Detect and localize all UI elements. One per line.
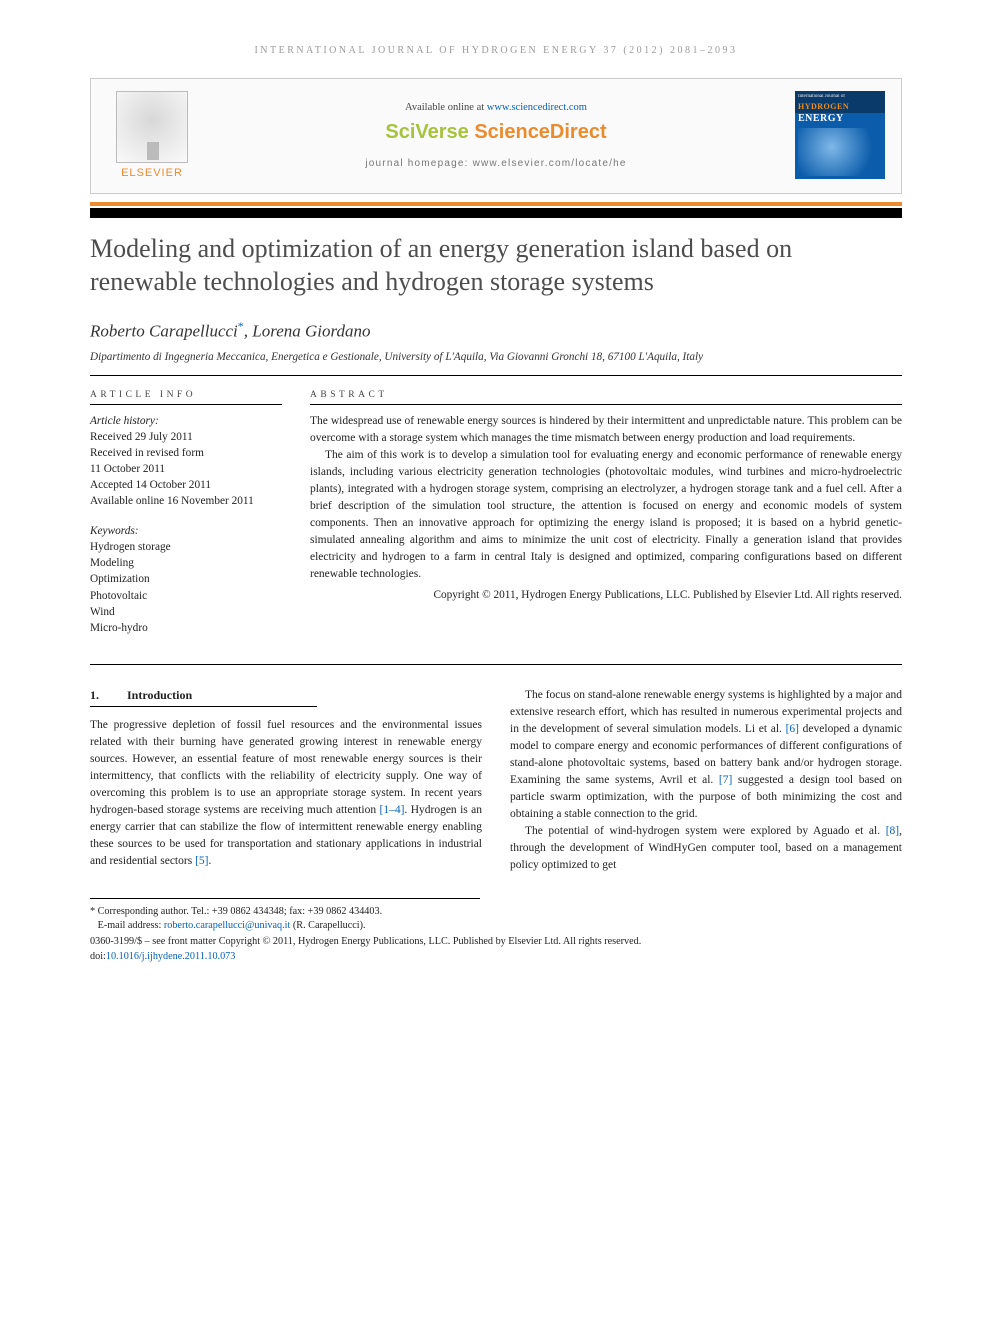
- footnotes: * Corresponding author. Tel.: +39 0862 4…: [90, 898, 480, 934]
- intro-p1: The progressive depletion of fossil fuel…: [90, 717, 482, 870]
- journal-cover-thumb: International Journal of HYDROGEN ENERGY: [795, 91, 885, 179]
- cover-energy: ENERGY: [798, 113, 882, 124]
- ref-1-4[interactable]: [1–4]: [380, 804, 405, 816]
- article-info-column: ARTICLE INFO Article history: Received 2…: [90, 390, 282, 649]
- author-1: Roberto Carapellucci: [90, 321, 238, 340]
- cover-image: [798, 128, 882, 176]
- sciverse-word2: ScienceDirect: [474, 121, 606, 143]
- homepage-url: www.elsevier.com/locate/he: [473, 158, 627, 169]
- authors: Roberto Carapellucci*, Lorena Giordano: [90, 319, 902, 342]
- journal-header: ELSEVIER Available online at www.science…: [90, 78, 902, 194]
- text: The progressive depletion of fossil fuel…: [90, 719, 482, 816]
- ref-6[interactable]: [6]: [786, 723, 799, 735]
- author-email-link[interactable]: roberto.carapellucci@univaq.it: [164, 920, 290, 931]
- history-label: Article history:: [90, 413, 282, 429]
- abstract-text: The widespread use of renewable energy s…: [310, 413, 902, 604]
- homepage-prefix: journal homepage:: [365, 158, 472, 169]
- page: INTERNATIONAL JOURNAL OF HYDROGEN ENERGY…: [0, 0, 992, 994]
- email-suffix: (R. Carapellucci).: [290, 920, 365, 931]
- article-title: Modeling and optimization of an energy g…: [90, 232, 902, 299]
- issn-copyright: 0360-3199/$ – see front matter Copyright…: [90, 935, 902, 949]
- doi-line: doi:10.1016/j.ijhydene.2011.10.073: [90, 950, 902, 964]
- received-date: Received 29 July 2011: [90, 429, 282, 445]
- ref-8[interactable]: [8]: [886, 825, 899, 837]
- online-date: Available online 16 November 2011: [90, 493, 282, 509]
- keyword: Modeling: [90, 555, 282, 571]
- email-line: E-mail address: roberto.carapellucci@uni…: [90, 919, 480, 933]
- revised-line1: Received in revised form: [90, 445, 282, 461]
- keywords-block: Keywords: Hydrogen storage Modeling Opti…: [90, 523, 282, 635]
- col2-p2: The potential of wind-hydrogen system we…: [510, 823, 902, 874]
- abstract-p2: The aim of this work is to develop a sim…: [310, 447, 902, 583]
- keyword: Wind: [90, 604, 282, 620]
- homepage-line: journal homepage: www.elsevier.com/locat…: [211, 158, 781, 169]
- sciencedirect-link[interactable]: www.sciencedirect.com: [487, 102, 587, 113]
- header-center: Available online at www.sciencedirect.co…: [211, 91, 781, 179]
- available-prefix: Available online at: [405, 102, 487, 113]
- abstract-copyright: Copyright © 2011, Hydrogen Energy Public…: [310, 587, 902, 604]
- email-label: E-mail address:: [98, 920, 164, 931]
- publisher-logo: ELSEVIER: [107, 91, 197, 179]
- col2-p1: The focus on stand-alone renewable energ…: [510, 687, 902, 823]
- affiliation: Dipartimento di Ingegneria Meccanica, En…: [90, 351, 902, 376]
- accepted-date: Accepted 14 October 2011: [90, 477, 282, 493]
- abstract-column: ABSTRACT The widespread use of renewable…: [310, 390, 902, 649]
- publisher-name: ELSEVIER: [121, 167, 183, 179]
- keyword: Photovoltaic: [90, 588, 282, 604]
- keywords-label: Keywords:: [90, 523, 282, 539]
- bottom-meta: 0360-3199/$ – see front matter Copyright…: [90, 935, 902, 964]
- text: The potential of wind-hydrogen system we…: [525, 825, 886, 837]
- article-history: Article history: Received 29 July 2011 R…: [90, 413, 282, 509]
- cover-top: International Journal of: [798, 94, 882, 99]
- sciverse-word1: SciVerse: [385, 121, 474, 143]
- revised-line2: 11 October 2011: [90, 461, 282, 477]
- abstract-head: ABSTRACT: [310, 390, 902, 405]
- available-online-line: Available online at www.sciencedirect.co…: [211, 102, 781, 113]
- black-rule: [90, 208, 902, 218]
- elsevier-tree-icon: [116, 91, 188, 163]
- orange-rule: [90, 202, 902, 206]
- author-2: , Lorena Giordano: [244, 321, 371, 340]
- section-1-heading: 1. Introduction: [90, 687, 317, 708]
- text: .: [208, 855, 211, 867]
- ref-5[interactable]: [5]: [195, 855, 208, 867]
- keyword: Hydrogen storage: [90, 539, 282, 555]
- sciverse-logo: SciVerse ScienceDirect: [211, 121, 781, 144]
- abstract-p1: The widespread use of renewable energy s…: [310, 413, 902, 447]
- keyword: Optimization: [90, 571, 282, 587]
- doi-label: doi:: [90, 951, 106, 962]
- section-number: 1.: [90, 687, 99, 705]
- meta-row: ARTICLE INFO Article history: Received 2…: [90, 390, 902, 664]
- article-info-head: ARTICLE INFO: [90, 390, 282, 405]
- keyword: Micro-hydro: [90, 620, 282, 636]
- body-col-left: 1. Introduction The progressive depletio…: [90, 687, 482, 874]
- running-head: INTERNATIONAL JOURNAL OF HYDROGEN ENERGY…: [90, 45, 902, 56]
- doi-link[interactable]: 10.1016/j.ijhydene.2011.10.073: [106, 951, 236, 962]
- ref-7[interactable]: [7]: [719, 774, 732, 786]
- corresponding-author-note: * Corresponding author. Tel.: +39 0862 4…: [90, 905, 480, 919]
- section-title: Introduction: [127, 687, 192, 705]
- body-col-right: The focus on stand-alone renewable energ…: [510, 687, 902, 874]
- cover-hydrogen: HYDROGEN: [798, 102, 882, 111]
- body-columns: 1. Introduction The progressive depletio…: [90, 687, 902, 874]
